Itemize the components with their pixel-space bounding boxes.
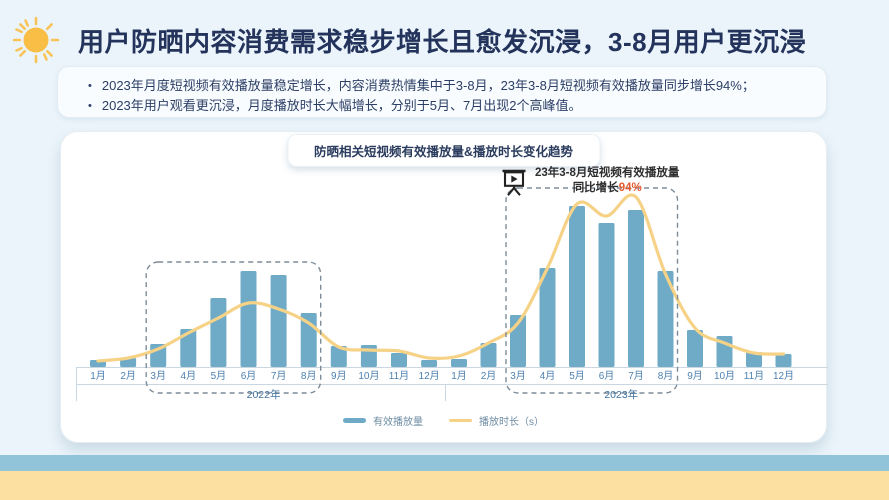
sun-core bbox=[23, 27, 49, 53]
volume-bar bbox=[421, 360, 438, 367]
month-tick-label: 11月 bbox=[389, 370, 409, 382]
volume-bar bbox=[598, 223, 615, 367]
month-tick-label: 10月 bbox=[714, 370, 735, 382]
volume-bar bbox=[746, 352, 762, 367]
annotation-line2: 同比增长94% bbox=[535, 181, 679, 196]
chart-card: 1月 2月 3月 4月 5月 6月 7月 8月 9月 10月 11月 12月 2022年 1月 2月 3月 4月… bbox=[60, 131, 828, 443]
footer-stripe-yellow bbox=[0, 471, 889, 500]
volume-bar bbox=[210, 298, 227, 367]
volume-bar bbox=[569, 206, 585, 367]
month-tick-label: 11月 bbox=[744, 370, 764, 382]
legend-item-duration: 播放时长（s） bbox=[449, 413, 544, 428]
month-tick-label: 4月 bbox=[540, 370, 556, 382]
month-tick-label: 6月 bbox=[599, 370, 615, 382]
year-label: 2022年 bbox=[247, 388, 281, 401]
month-tick-label: 10月 bbox=[358, 370, 379, 382]
volume-bar bbox=[330, 346, 347, 367]
projector-screen-play-icon bbox=[502, 169, 526, 196]
bullet-marker: • bbox=[88, 80, 92, 92]
annotation-line1: 23年3-8月短视频有效播放量 bbox=[535, 167, 680, 179]
volume-bar bbox=[539, 268, 556, 367]
month-tick-label: 8月 bbox=[301, 370, 317, 382]
chart-legend: 有效播放量 播放时长（s） bbox=[61, 413, 826, 428]
duration-line bbox=[96, 193, 786, 363]
summary-bullet-1-text: 2023年月度短视频有效播放量稳定增长，内容消费热情集中于3-8月，23年3-8… bbox=[101, 78, 755, 93]
month-tick-label: 6月 bbox=[241, 370, 257, 382]
month-tick-label: 3月 bbox=[150, 370, 166, 382]
volume-bar bbox=[391, 353, 407, 367]
volume-bar bbox=[628, 210, 644, 367]
legend-item-volume: 有效播放量 bbox=[343, 413, 423, 428]
volume-bar bbox=[240, 271, 257, 367]
annotation-text: 23年3-8月短视频有效播放量 同比增长94% bbox=[535, 166, 679, 196]
volume-bar bbox=[451, 359, 467, 367]
summary-bullet-2: • 2023年用户观看更沉浸，月度播放时长大幅增长，分别于5月、7月出现2个高峰… bbox=[88, 96, 808, 116]
year-label: 2023年 bbox=[604, 388, 638, 401]
month-tick-label: 9月 bbox=[331, 370, 347, 382]
month-tick-label: 2月 bbox=[481, 370, 497, 382]
volume-bar bbox=[480, 343, 497, 367]
sun-rays bbox=[12, 16, 60, 64]
month-tick-label: 7月 bbox=[271, 370, 287, 382]
annotation-growth-value: 94% bbox=[618, 182, 642, 194]
month-tick-label: 9月 bbox=[687, 370, 703, 382]
month-tick-label: 5月 bbox=[569, 370, 585, 382]
trend-chart: 1月 2月 3月 4月 5月 6月 7月 8月 9月 10月 11月 12月 2022年 1月 2月 3月 4月… bbox=[76, 187, 828, 401]
summary-bullet-2-text: 2023年用户观看更沉浸，月度播放时长大幅增长，分别于5月、7月出现2个高峰值。 bbox=[101, 98, 582, 113]
month-tick-label: 1月 bbox=[90, 370, 106, 382]
month-tick-label: 5月 bbox=[211, 370, 227, 382]
legend-label-volume: 有效播放量 bbox=[373, 417, 423, 428]
volume-bar bbox=[687, 330, 703, 367]
month-tick-label: 4月 bbox=[181, 370, 197, 382]
volume-bar bbox=[180, 329, 197, 367]
footer-stripe-blue bbox=[0, 455, 889, 471]
page-title: 用户防晒内容消费需求稳步增长且愈发沉浸，3-8月用户更沉浸 bbox=[78, 27, 807, 57]
month-tick-label: 12月 bbox=[773, 370, 794, 382]
bullet-marker: • bbox=[88, 100, 92, 112]
highlight-range-box bbox=[145, 261, 322, 394]
volume-bar bbox=[270, 275, 287, 367]
volume-bar bbox=[775, 354, 792, 367]
summary-box: • 2023年月度短视频有效播放量稳定增长，内容消费热情集中于3-8月，23年3… bbox=[57, 66, 827, 118]
chart-title: 防晒相关短视频有效播放量&播放时长变化趋势 bbox=[286, 134, 601, 167]
line-swatch-icon bbox=[449, 419, 472, 422]
month-tick-label: 2月 bbox=[120, 370, 136, 382]
chart-annotation: 23年3-8月短视频有效播放量 同比增长94% bbox=[502, 166, 679, 196]
legend-label-duration: 播放时长（s） bbox=[479, 417, 544, 428]
month-tick-label: 1月 bbox=[451, 370, 467, 382]
month-tick-label: 8月 bbox=[658, 370, 674, 382]
sun-icon bbox=[12, 16, 60, 64]
month-tick-label: 7月 bbox=[628, 370, 644, 382]
volume-bar bbox=[657, 271, 674, 367]
month-tick-label: 12月 bbox=[419, 370, 440, 382]
month-tick-label: 3月 bbox=[510, 370, 526, 382]
summary-bullet-1: • 2023年月度短视频有效播放量稳定增长，内容消费热情集中于3-8月，23年3… bbox=[88, 76, 808, 96]
annotation-growth-label: 同比增长 bbox=[572, 182, 619, 194]
highlight-range-box bbox=[505, 187, 679, 394]
bar-swatch-icon bbox=[343, 418, 366, 423]
